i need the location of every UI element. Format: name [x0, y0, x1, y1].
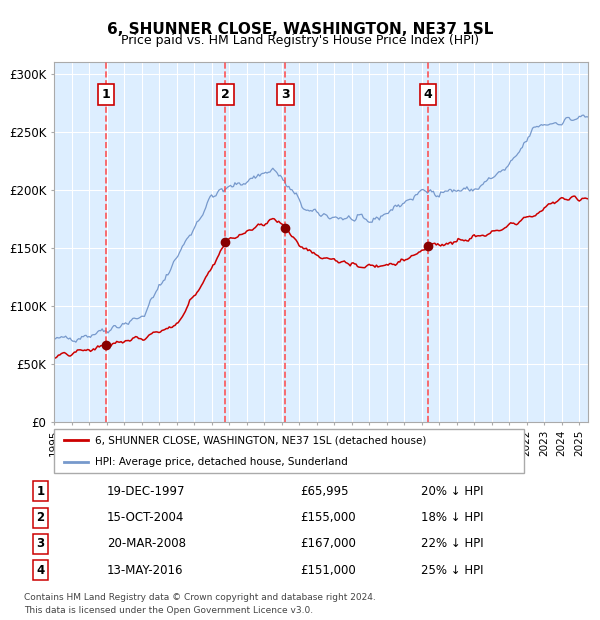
Text: 4: 4 — [37, 564, 44, 577]
Text: 1: 1 — [37, 485, 44, 498]
Text: HPI: Average price, detached house, Sunderland: HPI: Average price, detached house, Sund… — [95, 457, 347, 467]
Text: 3: 3 — [281, 88, 290, 101]
Text: This data is licensed under the Open Government Licence v3.0.: This data is licensed under the Open Gov… — [24, 606, 313, 614]
Text: 6, SHUNNER CLOSE, WASHINGTON, NE37 1SL: 6, SHUNNER CLOSE, WASHINGTON, NE37 1SL — [107, 22, 493, 37]
Text: £155,000: £155,000 — [300, 511, 356, 524]
Text: 19-DEC-1997: 19-DEC-1997 — [107, 485, 185, 498]
Text: Price paid vs. HM Land Registry's House Price Index (HPI): Price paid vs. HM Land Registry's House … — [121, 34, 479, 47]
Text: Contains HM Land Registry data © Crown copyright and database right 2024.: Contains HM Land Registry data © Crown c… — [24, 593, 376, 602]
Text: 15-OCT-2004: 15-OCT-2004 — [107, 511, 184, 524]
Text: 1: 1 — [101, 88, 110, 101]
Text: £167,000: £167,000 — [300, 538, 356, 551]
Text: 3: 3 — [37, 538, 44, 551]
FancyBboxPatch shape — [54, 429, 524, 474]
Text: 18% ↓ HPI: 18% ↓ HPI — [421, 511, 484, 524]
Text: £65,995: £65,995 — [300, 485, 349, 498]
Text: 25% ↓ HPI: 25% ↓ HPI — [421, 564, 484, 577]
Text: 6, SHUNNER CLOSE, WASHINGTON, NE37 1SL (detached house): 6, SHUNNER CLOSE, WASHINGTON, NE37 1SL (… — [95, 435, 426, 445]
Text: 2: 2 — [37, 511, 44, 524]
Text: 20% ↓ HPI: 20% ↓ HPI — [421, 485, 484, 498]
Text: 2: 2 — [221, 88, 230, 101]
Text: 13-MAY-2016: 13-MAY-2016 — [107, 564, 184, 577]
Text: £151,000: £151,000 — [300, 564, 356, 577]
Text: 4: 4 — [424, 88, 433, 101]
Text: 22% ↓ HPI: 22% ↓ HPI — [421, 538, 484, 551]
Text: 20-MAR-2008: 20-MAR-2008 — [107, 538, 186, 551]
